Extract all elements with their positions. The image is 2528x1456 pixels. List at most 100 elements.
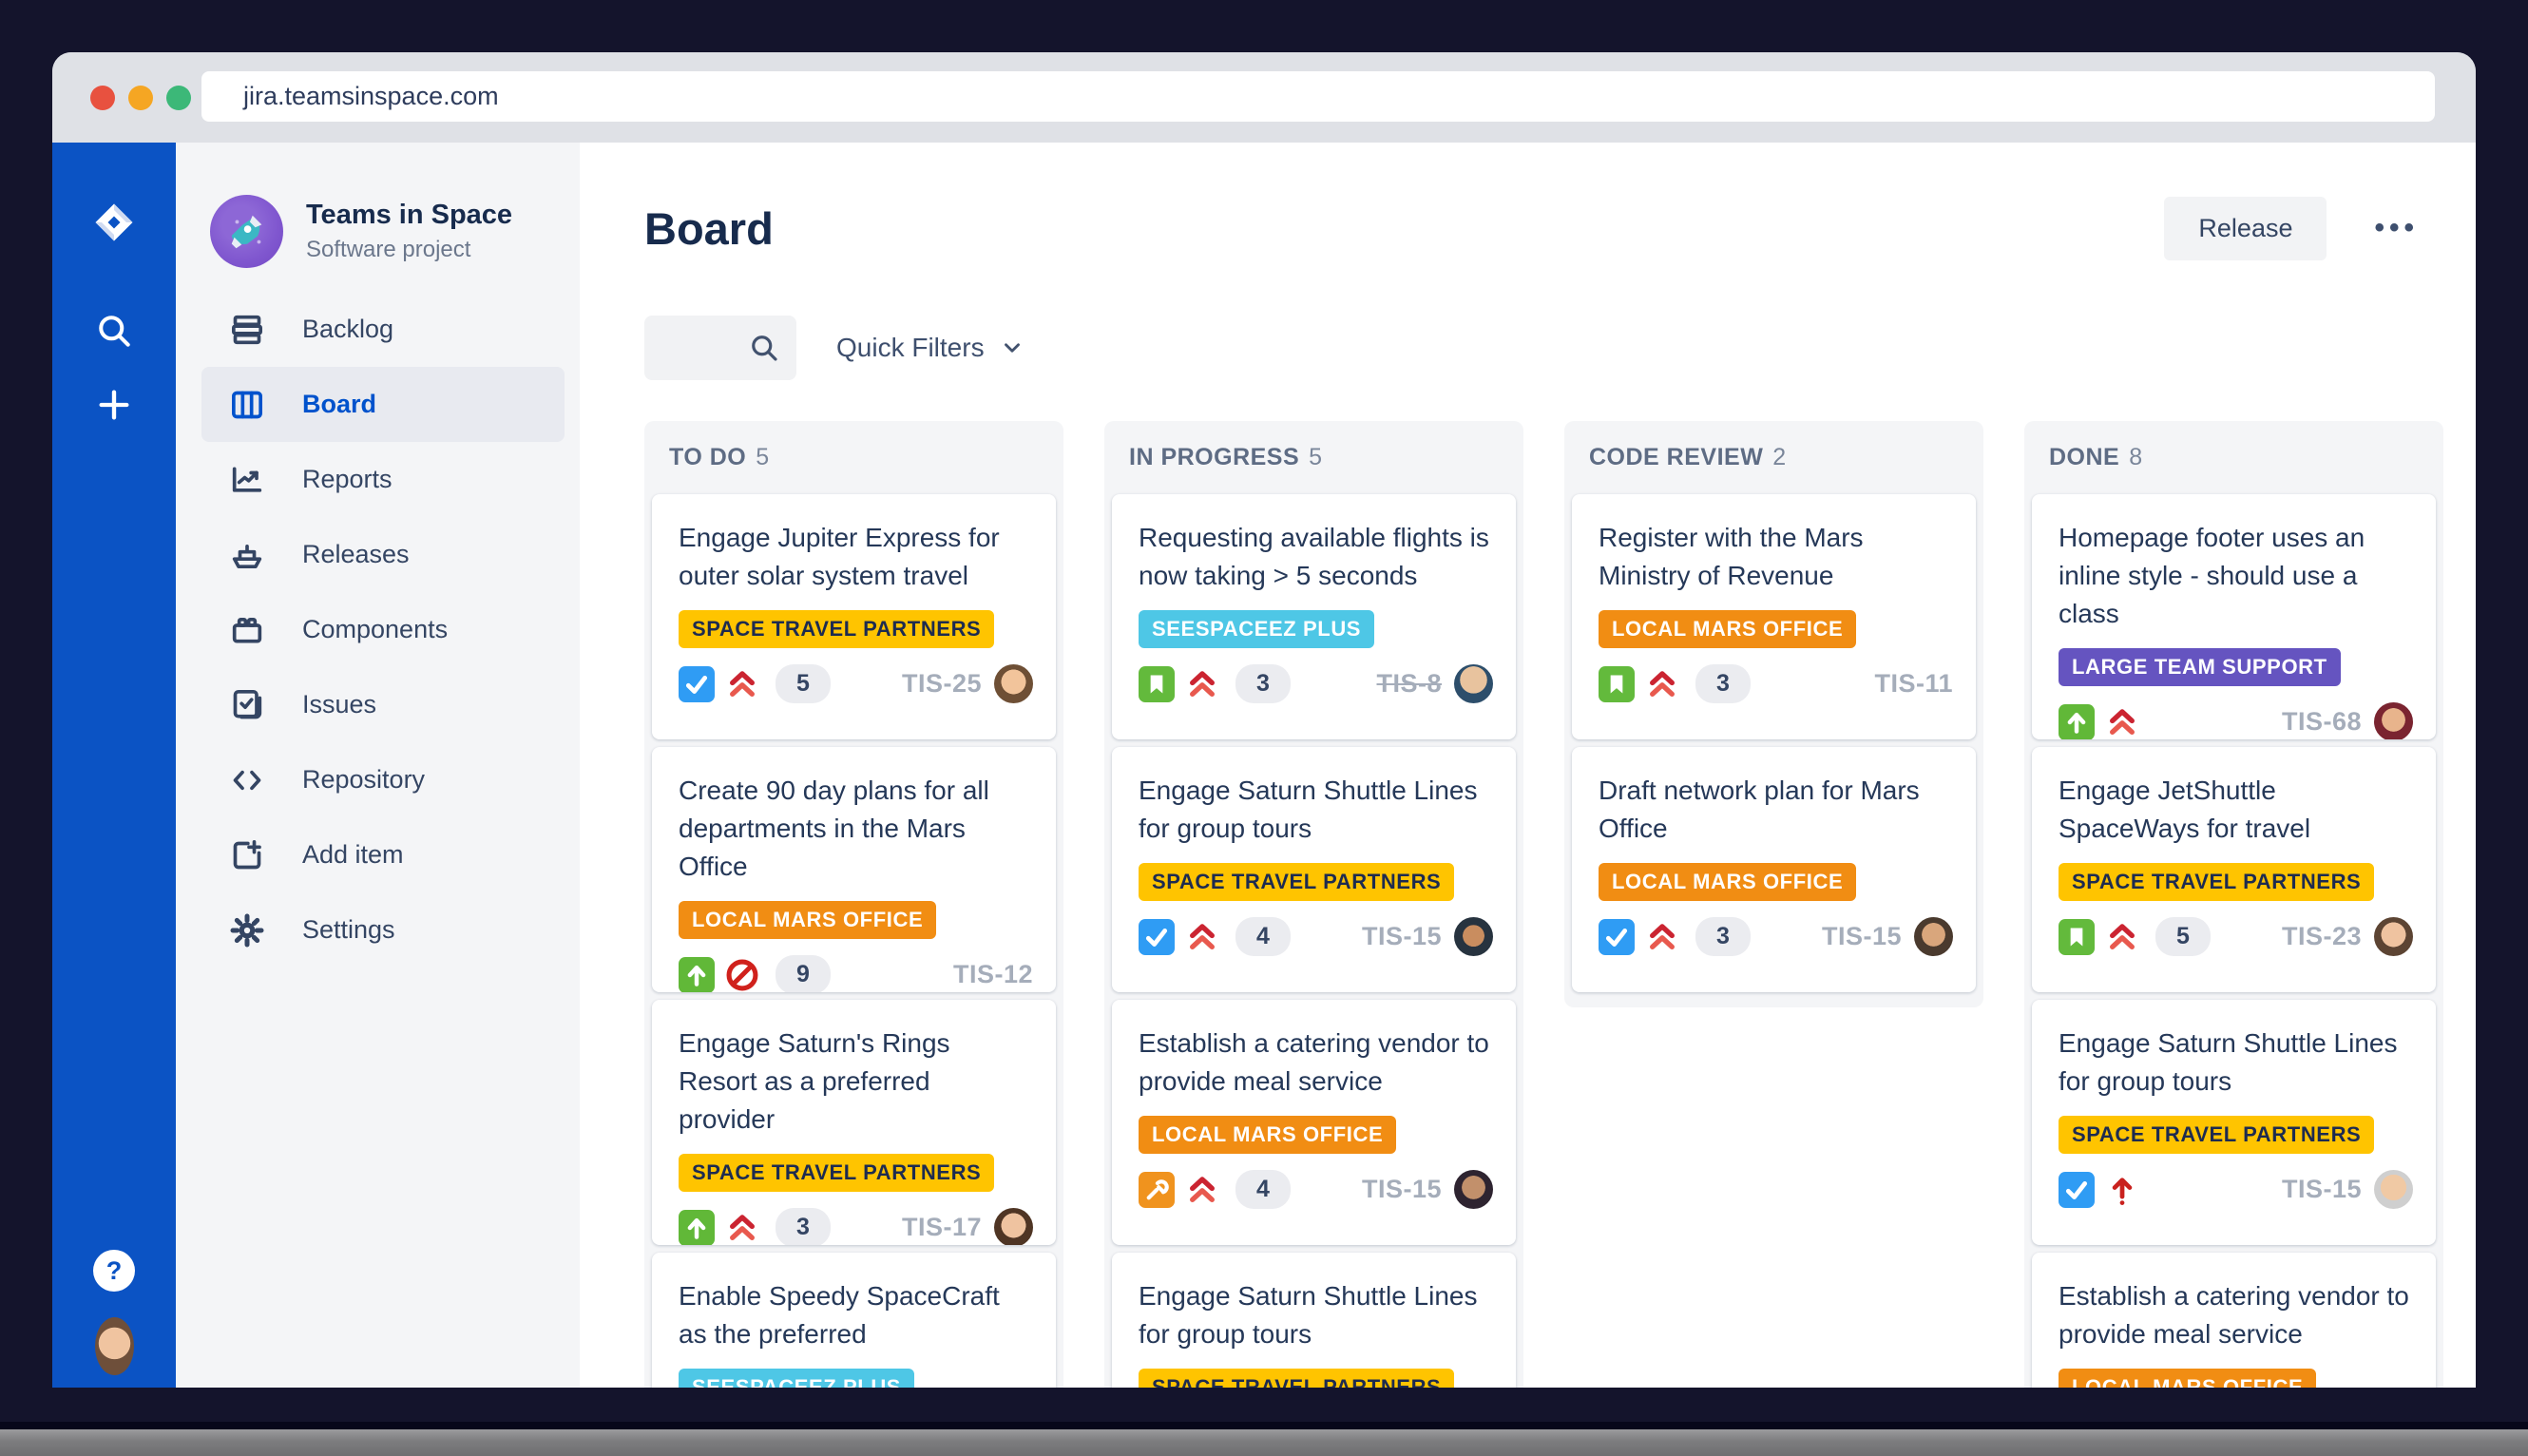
rocket-project-avatar — [210, 195, 283, 268]
minimize-window-button[interactable] — [128, 86, 153, 110]
issue-card[interactable]: Register with the Mars Ministry of Reven… — [1572, 494, 1976, 739]
quick-filters-dropdown[interactable]: Quick Filters — [836, 333, 1025, 363]
issue-card[interactable]: Draft network plan for Mars Office LOCAL … — [1572, 747, 1976, 992]
board-icon — [228, 386, 266, 424]
issue-card[interactable]: Establish a catering vendor to provide m… — [1112, 1000, 1516, 1245]
create-issue-plus-icon[interactable] — [52, 386, 176, 424]
release-button[interactable]: Release — [2164, 196, 2327, 260]
project-header: Teams in Space Software project — [210, 195, 580, 268]
column-count: 8 — [2129, 444, 2143, 470]
issues-icon — [228, 686, 266, 724]
avatar[interactable] — [1914, 917, 1953, 956]
column-name: IN PROGRESS — [1129, 444, 1300, 470]
app-navigation-rail: ? — [52, 143, 176, 1388]
issue-label-badge: SPACE TRAVEL PARTNERS — [2059, 863, 2375, 901]
sidebar-item-repository[interactable]: Repository — [201, 742, 565, 817]
sidebar-item-backlog[interactable]: Backlog — [201, 292, 565, 367]
estimate-badge: 5 — [2155, 917, 2211, 956]
issue-card[interactable]: Create 90 day plans for all departments … — [652, 747, 1056, 992]
issue-key: TIS-25 — [901, 669, 982, 698]
more-options-icon[interactable]: ••• — [2374, 212, 2419, 243]
issue-card[interactable]: Engage Saturn Shuttle Lines for group to… — [1112, 1253, 1516, 1388]
issue-title: Engage Saturn's Rings Resort as a prefer… — [679, 1028, 950, 1134]
jira-logo-icon[interactable] — [52, 198, 176, 247]
issue-card[interactable]: Requesting available flights is now taki… — [1112, 494, 1516, 739]
avatar[interactable] — [994, 664, 1033, 703]
task-icon — [679, 665, 715, 702]
sidebar-menu: Backlog Board Reports Releases Components Iss… — [176, 292, 580, 967]
wrench-icon — [1139, 1171, 1175, 1208]
improvement-icon — [679, 956, 715, 992]
story-icon — [1139, 665, 1175, 702]
story-icon — [2059, 918, 2095, 955]
avatar[interactable] — [2374, 702, 2413, 739]
avatar[interactable] — [1454, 1170, 1493, 1209]
avatar[interactable] — [1454, 664, 1493, 703]
settings-icon — [228, 911, 266, 949]
issue-label-badge: SPACE TRAVEL PARTNERS — [679, 610, 995, 648]
task-icon — [1599, 918, 1635, 955]
avatar[interactable] — [994, 1208, 1033, 1245]
close-window-button[interactable] — [90, 86, 115, 110]
issue-title: Draft network plan for Mars Office — [1599, 776, 1920, 843]
issue-label-badge: SEESPACEEZ PLUS — [679, 1369, 915, 1388]
address-bar[interactable]: jira.teamsinspace.com — [201, 71, 2435, 122]
sidebar-item-board[interactable]: Board — [201, 367, 565, 442]
sidebar-item-reports[interactable]: Reports — [201, 442, 565, 517]
issue-title: Engage Saturn Shuttle Lines for group to… — [1139, 1281, 1478, 1349]
issue-title: Establish a catering vendor to provide m… — [2059, 1281, 2409, 1349]
help-icon[interactable]: ? — [52, 1250, 176, 1292]
search-icon — [752, 335, 777, 361]
issue-card[interactable]: Engage Saturn's Rings Resort as a prefer… — [652, 1000, 1056, 1245]
column-count: 2 — [1772, 444, 1787, 470]
priority-critical-icon — [2104, 1172, 2140, 1208]
issue-card-footer: 5 TIS-25 — [679, 664, 1033, 703]
priority-highest-icon — [1184, 1172, 1220, 1208]
repository-icon — [228, 761, 266, 799]
issue-key: TIS-11 — [1874, 669, 1953, 698]
quick-filters-label: Quick Filters — [836, 333, 985, 362]
sidebar-item-components[interactable]: Components — [201, 592, 565, 667]
board-column-to-do: TO DO 5 Engage Jupiter Express for outer s… — [644, 421, 1063, 1388]
story-icon — [1599, 665, 1635, 702]
sidebar-item-releases[interactable]: Releases — [201, 517, 565, 592]
issue-card[interactable]: Establish a catering vendor to provide m… — [2032, 1253, 2436, 1388]
issue-card[interactable]: Engage Saturn Shuttle Lines for group to… — [1112, 747, 1516, 992]
issue-card[interactable]: Enable Speedy SpaceCraft as the preferre… — [652, 1253, 1056, 1388]
sidebar-item-label: Components — [302, 615, 449, 643]
avatar[interactable] — [1454, 917, 1493, 956]
issue-label-badge: SPACE TRAVEL PARTNERS — [679, 1154, 995, 1192]
sidebar-item-issues[interactable]: Issues — [201, 667, 565, 742]
issue-card-footer: TIS-15 — [2059, 1170, 2413, 1209]
issue-card[interactable]: Engage JetShuttle SpaceWays for travel SP… — [2032, 747, 2436, 992]
board-search-input[interactable] — [644, 316, 796, 380]
issue-title: Requesting available flights is now taki… — [1139, 523, 1489, 590]
current-user-avatar[interactable] — [52, 1317, 176, 1375]
board-columns: TO DO 5 Engage Jupiter Express for outer s… — [644, 421, 2443, 1388]
priority-highest-icon — [2104, 704, 2140, 740]
issue-key: TIS-23 — [2281, 922, 2362, 950]
avatar[interactable] — [2374, 1170, 2413, 1209]
search-icon[interactable] — [52, 310, 176, 352]
task-icon — [2059, 1171, 2095, 1208]
project-type: Software project — [306, 237, 471, 262]
column-cards: Homepage footer uses an inline style - s… — [2024, 494, 2443, 1388]
issue-card[interactable]: Homepage footer uses an inline style - s… — [2032, 494, 2436, 739]
avatar[interactable] — [2374, 917, 2413, 956]
issue-card[interactable]: Engage Jupiter Express for outer solar s… — [652, 494, 1056, 739]
issue-label-badge: LOCAL MARS OFFICE — [1139, 1116, 1397, 1154]
issue-key: TIS-15 — [1361, 1175, 1442, 1203]
app-content: ? — [52, 143, 2476, 1388]
improvement-icon — [2059, 703, 2095, 739]
browser-chrome: jira.teamsinspace.com — [52, 52, 2476, 143]
add-item-icon — [228, 836, 266, 874]
zoom-window-button[interactable] — [166, 86, 191, 110]
blocked-icon — [724, 957, 760, 993]
sidebar-item-add-item[interactable]: Add item — [201, 817, 565, 892]
sidebar-item-label: Releases — [302, 540, 410, 568]
priority-highest-icon — [724, 666, 760, 702]
issue-card-footer: 3 TIS-8 — [1139, 664, 1493, 703]
sidebar-item-settings[interactable]: Settings — [201, 892, 565, 967]
issue-card[interactable]: Engage Saturn Shuttle Lines for group to… — [2032, 1000, 2436, 1245]
